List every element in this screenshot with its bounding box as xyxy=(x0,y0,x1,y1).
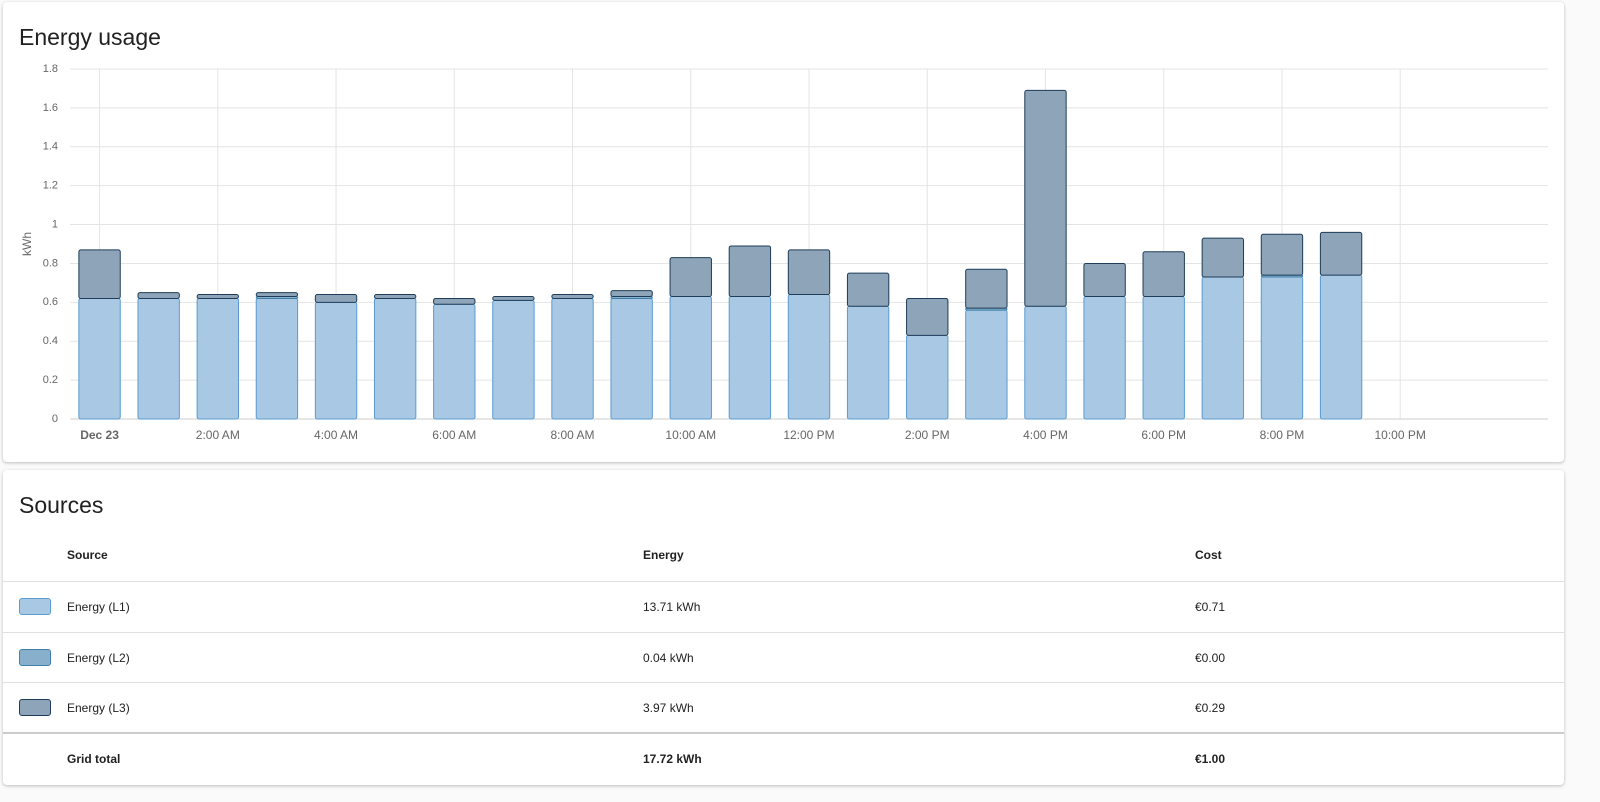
x-tick-label: Dec 23 xyxy=(80,428,119,442)
x-tick-label: 4:00 PM xyxy=(1023,428,1068,442)
bar-segment xyxy=(314,301,358,420)
bar-segment xyxy=(906,334,949,420)
x-tick-label: 12:00 PM xyxy=(783,428,834,442)
source-cost: €0.71 xyxy=(1195,600,1226,614)
legend-swatch xyxy=(19,598,51,615)
bar-segment xyxy=(1024,305,1067,420)
y-tick-label: 1.8 xyxy=(43,63,58,75)
bar-segment xyxy=(492,299,535,420)
x-tick-label: 4:00 AM xyxy=(314,428,358,442)
bar-segment xyxy=(610,290,653,297)
bar-segment xyxy=(1142,251,1185,297)
y-tick-label: 1.4 xyxy=(43,141,58,153)
total-label: Grid total xyxy=(67,752,121,766)
bar-segment xyxy=(906,297,949,336)
source-name: Energy (L3) xyxy=(67,701,130,715)
legend-swatch xyxy=(19,699,51,716)
bar-segment xyxy=(846,305,890,420)
source-name: Energy (L2) xyxy=(67,650,130,665)
bar-segment xyxy=(551,297,594,420)
source-cost: €0.00 xyxy=(1195,650,1226,665)
bar-segment xyxy=(1201,276,1245,420)
bar-segment xyxy=(78,249,121,299)
bar-segment xyxy=(255,292,299,298)
chart-title: Energy usage xyxy=(19,24,161,50)
bar-segment xyxy=(965,268,1008,309)
bar-segment xyxy=(255,297,299,420)
x-tick-label: 10:00 PM xyxy=(1375,428,1426,442)
bar-segment xyxy=(196,294,239,299)
y-tick-label: 1 xyxy=(52,218,58,230)
legend-swatch xyxy=(19,648,51,666)
y-tick-label: 1.2 xyxy=(43,180,58,192)
bar-segment xyxy=(314,294,358,303)
source-energy: 13.71 kWh xyxy=(643,600,701,614)
chart: kWh 0 0.2 0.4 0.6 0.8 1 1.2 1.4 1.6 1.8 Dec 23 2:00… xyxy=(20,63,1548,442)
y-tick-label: 0 xyxy=(52,413,58,425)
y-tick-label: 1.6 xyxy=(43,102,58,114)
bar-segment xyxy=(669,296,712,420)
bar-segment xyxy=(1260,276,1304,420)
bar-segment xyxy=(137,297,180,420)
bar-segment xyxy=(196,297,239,420)
bar-segment xyxy=(1024,89,1067,307)
x-tick-label: 8:00 AM xyxy=(551,428,595,442)
x-tick-label: 2:00 AM xyxy=(196,428,240,442)
source-name: Energy (L1) xyxy=(67,600,130,614)
sources-title: Sources xyxy=(19,492,104,518)
bar-segment xyxy=(1260,233,1304,276)
bar-segment xyxy=(492,296,535,301)
bar-segment xyxy=(669,257,712,298)
y-axis-label: kWh xyxy=(20,232,34,256)
row-divider xyxy=(3,631,1564,633)
x-tick-label: 8:00 PM xyxy=(1260,428,1305,442)
source-energy: 0.04 kWh xyxy=(643,650,694,665)
bar-segment xyxy=(78,297,121,420)
bar-segment xyxy=(551,294,594,299)
bar-segment xyxy=(373,297,417,420)
y-tick-label: 0.6 xyxy=(43,296,58,308)
total-energy: 17.72 kWh xyxy=(643,752,702,766)
y-tick-label: 0.8 xyxy=(43,257,58,269)
source-energy: 3.97 kWh xyxy=(643,701,694,715)
bar-segment xyxy=(1201,237,1245,278)
row-divider xyxy=(3,581,1564,582)
bar-segment xyxy=(787,249,831,296)
sources-card: Sources Source Energy Cost Grid total 17… xyxy=(3,470,1564,785)
bar-segment xyxy=(433,303,476,420)
bar-segment xyxy=(728,296,772,420)
x-tick-label: 2:00 PM xyxy=(905,428,950,442)
x-tick-label: 10:00 AM xyxy=(665,428,716,442)
y-tick-label: 0.2 xyxy=(43,374,58,386)
row-divider xyxy=(3,732,1564,734)
bar-segment xyxy=(1083,262,1126,298)
column-header: Cost xyxy=(1195,548,1222,562)
x-tick-label: 6:00 PM xyxy=(1141,428,1186,442)
column-header: Source xyxy=(67,548,108,562)
row-divider xyxy=(3,682,1564,683)
bar-segment xyxy=(1319,231,1363,276)
bar-segment xyxy=(610,297,653,420)
bar-segment xyxy=(1319,274,1363,420)
bar-segment xyxy=(787,294,831,420)
bar-segment xyxy=(433,297,476,305)
source-cost: €0.29 xyxy=(1195,701,1226,715)
bar-segment xyxy=(1142,296,1185,420)
bar-segment xyxy=(137,292,180,299)
bar-segment xyxy=(728,245,772,297)
bar-segment xyxy=(373,294,417,299)
bar-segment xyxy=(846,272,890,307)
column-header: Energy xyxy=(643,548,684,562)
bar-segment xyxy=(1083,296,1126,420)
total-cost: €1.00 xyxy=(1195,752,1226,766)
bar-segment xyxy=(965,309,1008,420)
y-tick-label: 0.4 xyxy=(43,335,58,347)
x-tick-label: 6:00 AM xyxy=(432,428,476,442)
